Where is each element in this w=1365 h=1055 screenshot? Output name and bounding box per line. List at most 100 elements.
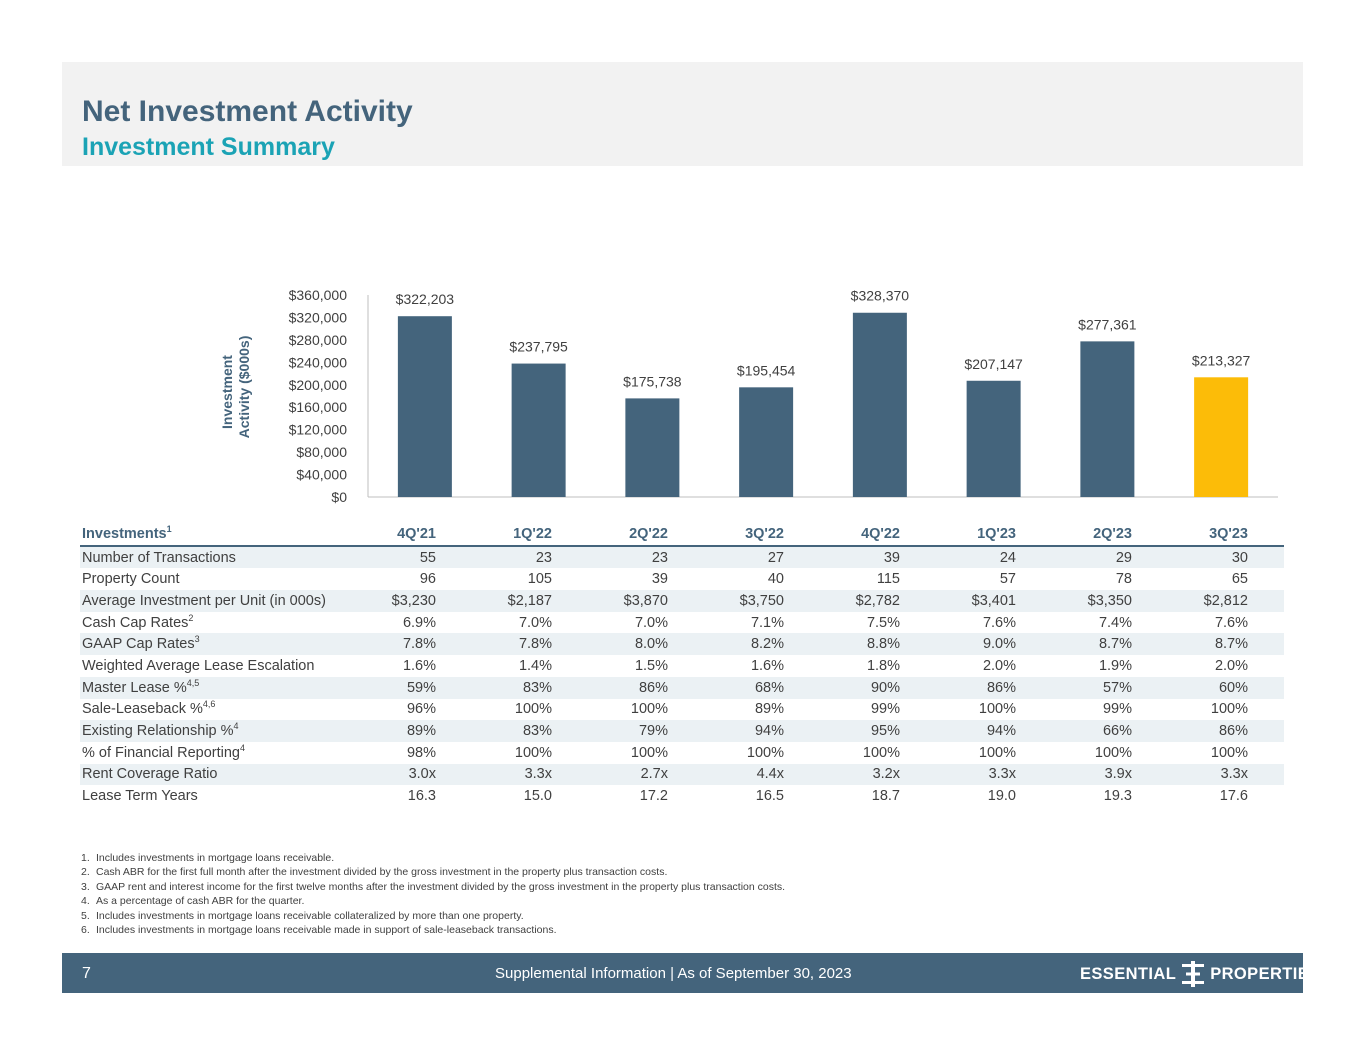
table-cell: 2.7x <box>588 763 704 786</box>
table-cell: 3.3x <box>472 763 588 786</box>
table-cell: 59% <box>356 676 472 699</box>
table-cell: 78 <box>1115 571 1132 588</box>
table-cell: 100% <box>630 701 668 718</box>
data-label: $213,327 <box>1192 352 1251 368</box>
header-band: Net Investment Activity Investment Summa… <box>62 62 1303 166</box>
table-row: Master Lease %4,5 59% 83% 86% 68% 90% 86% 57% 60… <box>80 676 1284 699</box>
table-cell: 98% <box>406 744 436 761</box>
table-cell: 3.0x <box>356 763 472 786</box>
table-cell: 23 <box>588 545 704 569</box>
table-cell: $3,870 <box>588 590 704 612</box>
data-label: $195,454 <box>737 362 796 378</box>
column-header: 1Q'23 <box>936 523 1052 547</box>
row-label: Number of Transactions <box>80 545 356 569</box>
table-cell: 40 <box>767 571 784 588</box>
bar-1Q'23 <box>966 380 1021 497</box>
table-cell: $3,750 <box>704 590 820 612</box>
logo-text-left: ESSENTIAL <box>1080 964 1177 983</box>
table-row: % of Financial Reporting4 98% 100% 100% 100%… <box>80 742 1284 764</box>
table-row: Weighted Average Lease Escalation 1.6% 1.4… <box>80 655 1284 677</box>
bar-3Q'22 <box>739 387 794 497</box>
table-cell: 95% <box>820 720 936 742</box>
table-cell: 100% <box>746 744 784 761</box>
y-tick-label: $0 <box>331 489 347 505</box>
table-header-label: Investments1 <box>80 523 356 547</box>
table-cell: 100% <box>1210 744 1248 761</box>
table-cell: 8.0% <box>588 633 704 656</box>
table-row: Rent Coverage Ratio 3.0x 3.3x 2.7x 4.4x 3.2x 3… <box>80 763 1284 786</box>
row-label: Property Count <box>82 571 180 588</box>
y-tick-label: $40,000 <box>296 467 347 483</box>
data-labels: $322,203 $237,795 $175,738 $195,454 $328,370… <box>396 288 1251 390</box>
table-cell: 90% <box>820 676 936 699</box>
table-cell: $2,187 <box>472 590 588 612</box>
y-axis-title-line2: Activity ($000s) <box>236 336 252 439</box>
row-label: Master Lease %4,5 <box>80 676 356 699</box>
table-cell: 96 <box>419 571 436 588</box>
footnote: 3. GAAP rent and interest income for the … <box>81 880 786 893</box>
table-cell: $3,350 <box>1052 590 1168 612</box>
table-cell: 23 <box>472 545 588 569</box>
page-title: Net Investment Activity <box>82 95 413 128</box>
column-header: 4Q'22 <box>820 523 936 547</box>
table-cell: 66% <box>1052 720 1168 742</box>
table-cell: 7.0% <box>518 614 552 631</box>
footnote: 4. As a percentage of cash ABR for the qu… <box>81 895 305 908</box>
table-row: Existing Relationship %4 89% 83% 79% 94% 95% 9… <box>80 720 1284 742</box>
table-cell: 7.8% <box>356 633 472 656</box>
column-header: 4Q'21 <box>356 523 472 547</box>
table-cell: 39 <box>820 545 936 569</box>
table-cell: $3,401 <box>936 590 1052 612</box>
table-body: Number of Transactions 55 23 23 27 39 24 29 30 Pr… <box>80 545 1284 807</box>
table-cell: 86% <box>588 676 704 699</box>
company-logo: ESSENTIAL PROPERTIES <box>1080 961 1321 987</box>
table-cell: 3.2x <box>820 763 936 786</box>
table-cell: 27 <box>704 545 820 569</box>
table-cell: 1.5% <box>634 657 668 674</box>
y-tick-label: $80,000 <box>296 444 347 460</box>
footnote: 2. Cash ABR for the first full month afte… <box>81 866 668 879</box>
table-cell: 57 <box>999 571 1016 588</box>
table-cell: 29 <box>1052 545 1168 569</box>
table-cell: 19.3 <box>1103 788 1132 805</box>
table-cell: 7.6% <box>982 614 1016 631</box>
table-cell: 83% <box>472 720 588 742</box>
table-cell: 83% <box>472 676 588 699</box>
y-tick-label: $280,000 <box>289 332 348 348</box>
table-cell: 39 <box>651 571 668 588</box>
table-cell: 60% <box>1168 676 1284 699</box>
table-cell: 100% <box>1210 701 1248 718</box>
table-cell: 6.9% <box>402 614 436 631</box>
table-cell: 15.0 <box>523 788 552 805</box>
table-cell: 100% <box>862 744 900 761</box>
table-cell: 7.1% <box>750 614 784 631</box>
table-cell: 100% <box>514 701 552 718</box>
footer-bar: 7 Supplemental Information | As of Septe… <box>62 953 1320 993</box>
table-cell: 3.9x <box>1052 763 1168 786</box>
bar-2Q'22 <box>625 398 680 497</box>
data-label: $207,147 <box>964 356 1023 372</box>
table-cell: 55 <box>356 545 472 569</box>
row-label: GAAP Cap Rates3 <box>80 633 356 656</box>
table-row: Lease Term Years 16.3 15.0 17.2 16.5 18.7 19.0… <box>80 785 1284 807</box>
table-row: Cash Cap Rates2 6.9% 7.0% 7.0% 7.1% 7.5% 7.6% 7… <box>80 612 1284 634</box>
bar-2Q'23 <box>1080 341 1135 497</box>
table-row: Average Investment per Unit (in 000s) $3,… <box>80 590 1284 612</box>
table-cell: 17.6 <box>1219 788 1248 805</box>
table-cell: 8.7% <box>1052 633 1168 656</box>
table-cell: 115 <box>876 571 900 588</box>
row-label: Lease Term Years <box>82 788 198 805</box>
row-label: % of Financial Reporting4 <box>82 742 245 761</box>
table-cell: 7.8% <box>472 633 588 656</box>
table-cell: 18.7 <box>871 788 900 805</box>
bar-1Q'22 <box>511 363 566 497</box>
investment-activity-chart: $0 $40,000 $80,000 $120,000 $160,000 $200,000… <box>219 287 1278 505</box>
table-cell: 1.6% <box>750 657 784 674</box>
table-cell: 17.2 <box>639 788 668 805</box>
table-cell: 7.5% <box>866 614 900 631</box>
footnotes: 1. Includes investments in mortgage loans… <box>81 851 785 937</box>
table-cell: 105 <box>527 571 552 588</box>
logo-text-right: PROPERTIES <box>1210 964 1321 983</box>
table-cell: 100% <box>630 744 668 761</box>
table-cell: 7.4% <box>1098 614 1132 631</box>
